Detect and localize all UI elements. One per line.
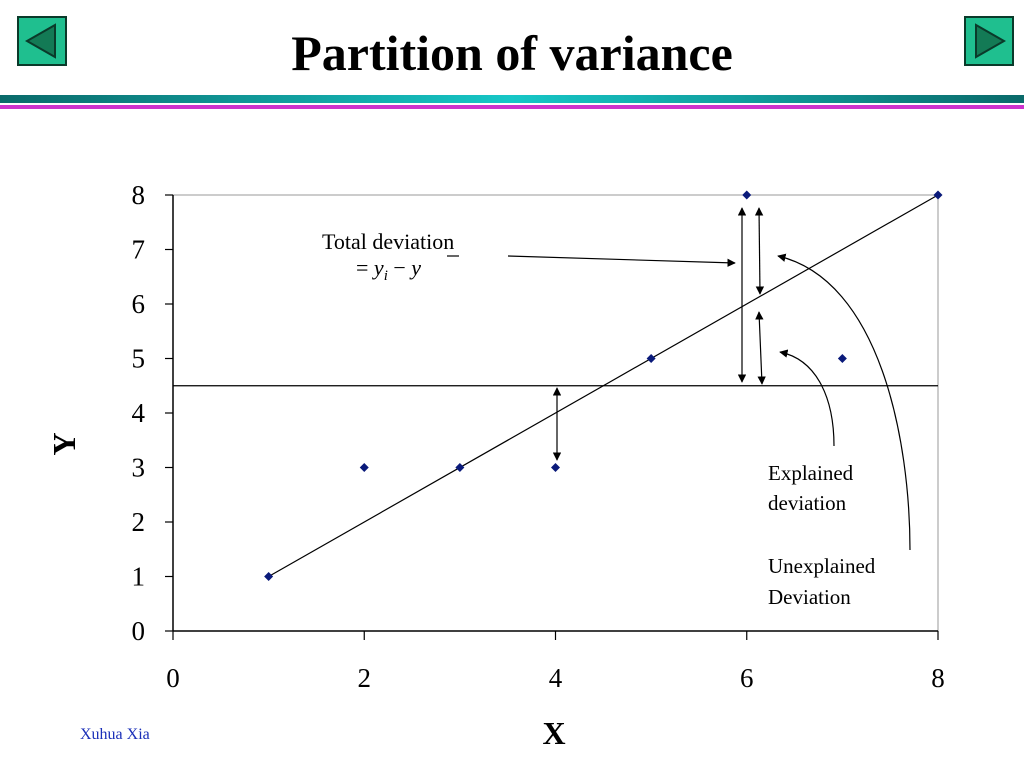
y-tick-label: 7 bbox=[132, 235, 146, 265]
data-point bbox=[264, 572, 274, 581]
title-divider-magenta bbox=[0, 105, 1024, 109]
triangle-left-icon bbox=[17, 16, 67, 66]
footer-author: Xuhua Xia bbox=[80, 726, 150, 743]
total-deviation-formula: = yi − y bbox=[356, 255, 421, 284]
data-point bbox=[646, 354, 656, 363]
y-tick-label: 1 bbox=[132, 562, 146, 592]
y-axis-title: Y bbox=[46, 432, 82, 455]
explained-deviation-label-2: deviation bbox=[768, 491, 847, 515]
next-slide-button[interactable] bbox=[964, 16, 1014, 66]
unexplained-deviation-label-1: Unexplained bbox=[768, 554, 876, 578]
data-point bbox=[933, 190, 943, 200]
x-tick-label: 2 bbox=[358, 663, 372, 693]
y-tick-label: 3 bbox=[132, 453, 146, 483]
data-point bbox=[742, 190, 752, 200]
slide-title: Partition of variance bbox=[291, 25, 733, 81]
y-axis: 0 1 2 3 4 5 6 7 8 bbox=[132, 180, 174, 646]
x-axis-title: X bbox=[542, 715, 565, 751]
y-tick-label: 0 bbox=[132, 616, 146, 646]
x-tick-label: 8 bbox=[931, 663, 945, 693]
y-tick-label: 8 bbox=[132, 180, 146, 210]
explained-deviation-leader bbox=[779, 349, 835, 447]
total-deviation-label: Total deviation bbox=[322, 229, 454, 254]
data-point bbox=[551, 463, 560, 472]
unexplained-deviation-label-2: Deviation bbox=[768, 585, 851, 609]
x-tick-label: 0 bbox=[166, 663, 180, 693]
previous-slide-button[interactable] bbox=[17, 16, 67, 66]
data-point bbox=[837, 354, 847, 363]
x-tick-label: 6 bbox=[740, 663, 754, 693]
explained-deviation-label-1: Explained bbox=[768, 461, 854, 485]
unexplained-deviation-arrow bbox=[754, 207, 765, 295]
x-axis: 0 2 4 6 8 bbox=[166, 631, 945, 693]
y-tick-label: 5 bbox=[132, 344, 146, 374]
data-point bbox=[455, 463, 465, 472]
y-tick-label: 2 bbox=[132, 507, 146, 537]
data-point bbox=[359, 463, 369, 472]
y-tick-label: 6 bbox=[132, 289, 146, 319]
y-tick-label: 4 bbox=[132, 398, 146, 428]
data-points bbox=[264, 190, 943, 581]
explained-deviation-arrow bbox=[755, 311, 766, 385]
title-divider-teal bbox=[0, 95, 1024, 103]
triangle-right-icon bbox=[964, 16, 1014, 66]
regression-line bbox=[268, 194, 939, 578]
x-tick-label: 4 bbox=[549, 663, 563, 693]
total-deviation-leader bbox=[507, 255, 736, 267]
unexplained-deviation-leader bbox=[777, 253, 911, 551]
